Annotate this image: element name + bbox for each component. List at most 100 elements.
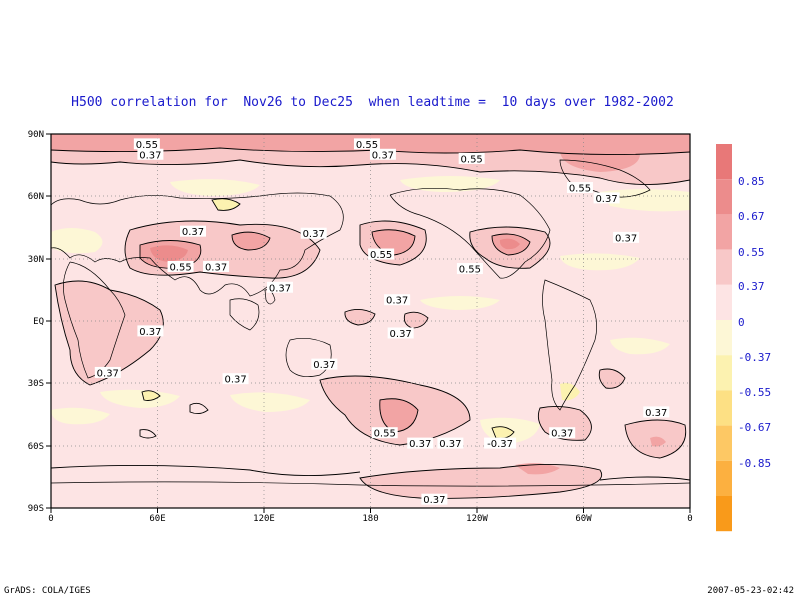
grid-lines bbox=[51, 134, 690, 508]
contour-label-bg bbox=[137, 148, 164, 160]
lat-tick-90s: 90S bbox=[28, 504, 44, 514]
negative-region-2 bbox=[170, 179, 260, 196]
lon-tick-0: 0 bbox=[48, 514, 53, 524]
contour-label: 0.55 bbox=[133, 138, 160, 151]
contour-label-text: 0.55 bbox=[169, 262, 191, 273]
contour-label-bg bbox=[384, 294, 411, 306]
legend-box-7 bbox=[716, 390, 732, 426]
contour-labels: 0.550.370.550.37 0.550.550.370.37 0.370.37… bbox=[94, 138, 670, 506]
legend-box-4 bbox=[716, 284, 732, 320]
contour-label: 0.37 bbox=[421, 493, 448, 506]
legend-label-neg-0.37: -0.37 bbox=[738, 351, 771, 364]
contour-label: -0.37 bbox=[484, 437, 517, 450]
lon-tick-60w: 60W bbox=[575, 514, 592, 524]
asia-core-inner bbox=[150, 245, 188, 262]
footer-timestamp: 2007-05-23-02:42 bbox=[707, 586, 794, 596]
contour-label: 0.55 bbox=[167, 260, 194, 273]
lat-tick-60n: 60N bbox=[28, 192, 44, 202]
contour-label-bg bbox=[407, 437, 434, 449]
contour-label: 0.37 bbox=[369, 148, 396, 161]
contour-label-text: 0.37 bbox=[439, 439, 461, 450]
contour-label: 0.37 bbox=[266, 281, 293, 294]
legend-label-0: 0 bbox=[738, 316, 745, 329]
contour-label-bg bbox=[311, 358, 338, 370]
legend-label-neg-0.55: -0.55 bbox=[738, 386, 771, 399]
contour-label-bg bbox=[643, 406, 670, 418]
legend-label-neg-0.85: -0.85 bbox=[738, 457, 771, 470]
negative-region-7 bbox=[100, 389, 180, 408]
contour-label: 0.37 bbox=[311, 358, 338, 371]
contour-label-text: 0.37 bbox=[313, 360, 335, 371]
contour-label-text: 0.37 bbox=[615, 233, 637, 244]
negative-region-1 bbox=[51, 228, 103, 254]
legend-label-0.55: 0.55 bbox=[738, 246, 765, 259]
contour-label: 0.37 bbox=[222, 373, 249, 386]
south-polar-base-east bbox=[600, 477, 690, 508]
lat-tick-60s: 60S bbox=[28, 442, 44, 452]
contour-label-text: 0.37 bbox=[139, 327, 161, 338]
contour-label-text: 0.37 bbox=[423, 495, 445, 506]
contour-label: 0.55 bbox=[458, 152, 485, 165]
north-america-core-inner bbox=[499, 238, 520, 250]
contour-label-text: 0.37 bbox=[182, 227, 204, 238]
contour-label: 0.55 bbox=[353, 138, 380, 151]
contour-label-bg bbox=[593, 192, 620, 204]
contour-label-text: 0.55 bbox=[370, 250, 392, 261]
contour-label: 0.37 bbox=[549, 427, 576, 440]
negative-region-10 bbox=[230, 392, 310, 412]
contour-label: 0.37 bbox=[203, 260, 230, 273]
contour-label-text: 0.55 bbox=[461, 154, 483, 165]
contour-label-bg bbox=[180, 225, 206, 237]
legend-label-0.67: 0.67 bbox=[738, 210, 765, 223]
legend-label-0.85: 0.85 bbox=[738, 175, 765, 188]
lon-tick-120e: 120E bbox=[253, 514, 275, 524]
africa-region bbox=[55, 281, 164, 385]
legend-box-0 bbox=[716, 144, 732, 180]
lat-tick-eq: EQ bbox=[33, 317, 44, 327]
contour-label: 0.55 bbox=[368, 248, 395, 261]
arctic-canada-core bbox=[560, 149, 640, 172]
lon-tick-0-east: 0 bbox=[687, 514, 692, 524]
legend-box-8 bbox=[716, 425, 732, 461]
contour-label-bg bbox=[368, 248, 395, 260]
lat-tick-30n: 30N bbox=[28, 255, 44, 265]
contour-label-bg bbox=[458, 152, 485, 164]
contour-label-text: 0.37 bbox=[224, 375, 246, 386]
negative-region-15 bbox=[420, 296, 500, 310]
contour-label-text: 0.37 bbox=[97, 368, 119, 379]
legend-box-3 bbox=[716, 249, 732, 285]
negative-region-6 bbox=[600, 189, 690, 212]
legend-label-neg-0.67: -0.67 bbox=[738, 421, 771, 434]
antarctic-core bbox=[515, 463, 560, 475]
contour-label-text: 0.37 bbox=[139, 150, 161, 161]
contour-label-bg bbox=[549, 427, 576, 439]
negative-region-5 bbox=[560, 253, 640, 271]
contour-label-bg bbox=[437, 437, 464, 449]
contour-label-text: 0.55 bbox=[356, 140, 378, 151]
contour-label-text: 0.55 bbox=[569, 184, 591, 195]
contour-label-text: 0.37 bbox=[409, 439, 431, 450]
lon-tick-60e: 60E bbox=[149, 514, 165, 524]
contour-label: 0.37 bbox=[300, 227, 327, 240]
negative-region-8 bbox=[142, 390, 160, 401]
contour-label-text: 0.37 bbox=[372, 150, 394, 161]
contour-label-text: 0.37 bbox=[390, 329, 412, 340]
latitude-axis: 90N 60N 30N EQ 30S 60S 90S bbox=[28, 130, 51, 514]
contour-label-bg bbox=[613, 231, 640, 243]
negative-region-4 bbox=[400, 176, 500, 192]
contour-label-bg bbox=[387, 327, 414, 339]
contour-label-text: 0.37 bbox=[645, 408, 667, 419]
negative-region-9 bbox=[51, 407, 110, 425]
contour-label: 0.55 bbox=[566, 182, 593, 195]
lat-tick-90n: 90N bbox=[28, 130, 44, 140]
contour-label-bg bbox=[94, 366, 121, 378]
contour-label-bg bbox=[369, 148, 396, 160]
contour-label-text: 0.37 bbox=[303, 229, 325, 240]
contour-label: 0.37 bbox=[384, 294, 411, 307]
contour-label-bg bbox=[566, 182, 593, 194]
contour-label-text: 0.37 bbox=[386, 296, 408, 307]
contour-label: 0.37 bbox=[407, 437, 434, 450]
legend-color-boxes bbox=[716, 144, 732, 532]
negative-region-12 bbox=[492, 426, 514, 439]
